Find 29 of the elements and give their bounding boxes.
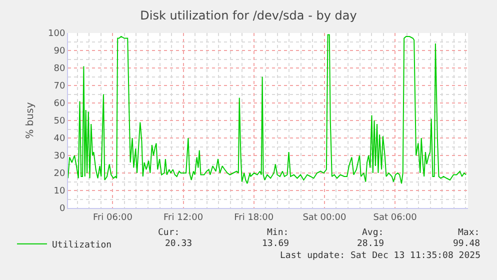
text: Avg: [362, 228, 384, 238]
text: 28.19 [357, 239, 384, 249]
x-tick-label: Fri 12:00 [164, 212, 204, 223]
y-axis-title: % busy [25, 102, 36, 139]
legend-label: Utilization [52, 240, 112, 250]
y-tick-label: 10 [54, 186, 66, 197]
text: 20.33 [165, 239, 192, 249]
x-tick-label: Fri 06:00 [92, 212, 133, 223]
y-tick-label: 80 [54, 64, 66, 74]
text: 13.69 [262, 239, 290, 249]
y-tick-label: 0 [59, 204, 66, 214]
text: Last update: Sat Dec 13 11:35:08 2025 [280, 251, 480, 261]
text: Cur: [158, 228, 180, 238]
y-tick-label: 70 [54, 82, 66, 92]
y-tick-label: 60 [54, 99, 66, 110]
y-tick-label: 30 [54, 152, 66, 162]
y-tick-label: 50 [54, 116, 66, 127]
x-tick-label: Fri 18:00 [234, 212, 274, 223]
x-tick-label: Sat 06:00 [373, 212, 418, 223]
chart-title: Disk utilization for /dev/sda - by day [140, 8, 357, 23]
line-series [68, 34, 467, 184]
text: Max: [458, 228, 480, 238]
x-tick-label: Sat 00:00 [302, 212, 347, 223]
text: 99.48 [453, 239, 480, 249]
y-tick-label: 100 [48, 29, 66, 40]
y-tick-label: 20 [54, 169, 66, 180]
y-tick-label: 40 [54, 134, 66, 144]
text: Min: [267, 228, 289, 238]
y-tick-label: 90 [54, 46, 66, 57]
